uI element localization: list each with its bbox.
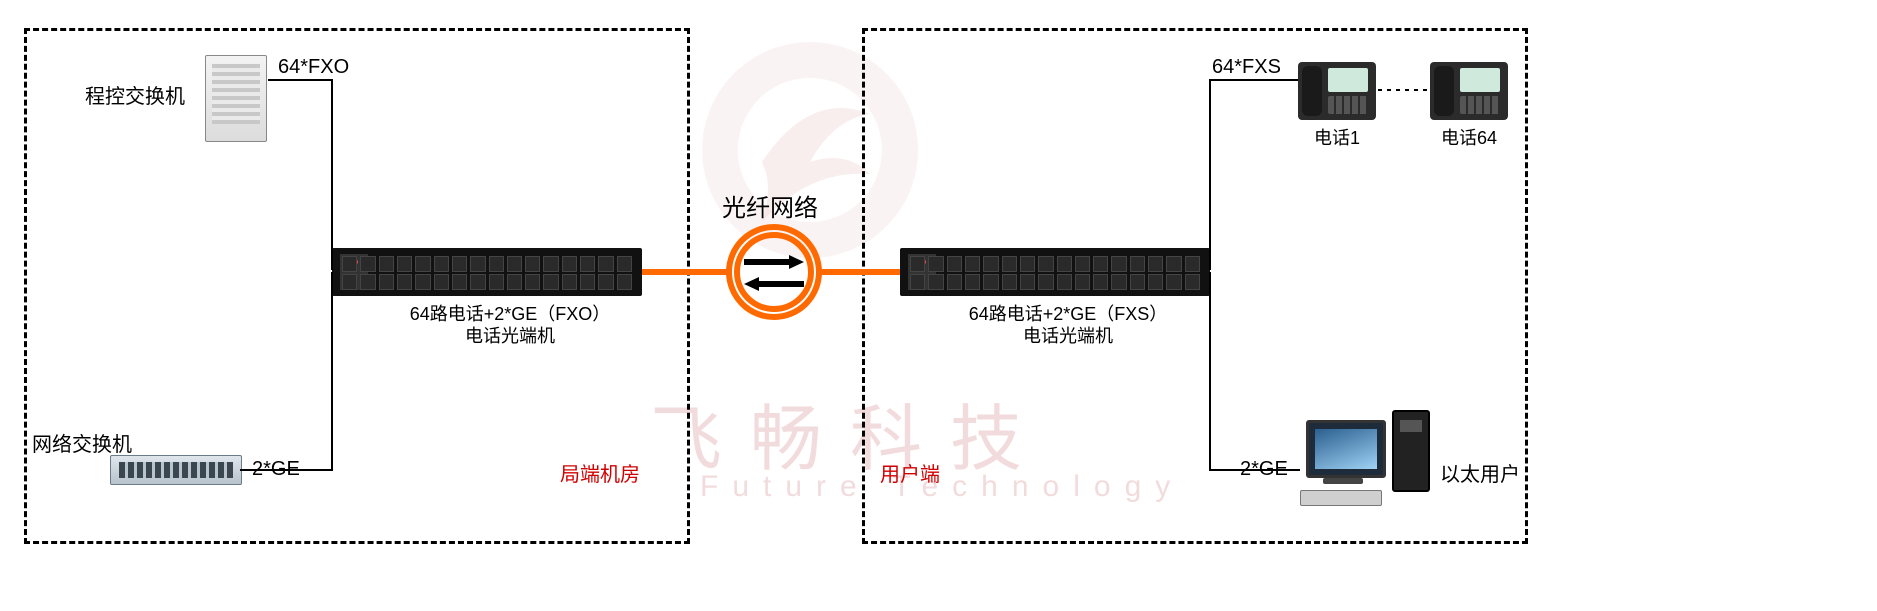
left-zone-label: 局端机房 [560, 458, 640, 487]
pc-keyboard-icon [1300, 490, 1382, 506]
left-optical-label-l2: 电话光端机 [400, 322, 620, 348]
right-optical-label-l2: 电话光端机 [958, 322, 1178, 348]
fiber-network-label: 光纤网络 [722, 188, 818, 223]
ethernet-switch-icon [110, 455, 242, 485]
fxs-label: 64*FXS [1212, 56, 1281, 79]
right-optical-terminal-icon [900, 248, 1210, 296]
right-ge-label: 2*GE [1240, 458, 1288, 481]
phone64-icon [1430, 62, 1508, 120]
pc-monitor-icon [1306, 420, 1386, 478]
pc-tower-icon [1392, 410, 1430, 492]
fiber-network-icon [726, 224, 822, 320]
right-zone-label: 用户端 [880, 458, 940, 487]
fxo-label: 64*FXO [278, 56, 349, 79]
phone1-icon [1298, 62, 1376, 120]
ethernet-user-label: 以太用户 [1440, 458, 1520, 487]
phone64-label: 电话64 [1430, 124, 1508, 150]
left-optical-terminal-icon [332, 248, 642, 296]
pbx-label: 程控交换机 [85, 80, 185, 109]
left-ge-label: 2*GE [252, 458, 300, 481]
pc-stand [1323, 478, 1363, 484]
phone1-label: 电话1 [1298, 124, 1376, 150]
pbx-device-icon [205, 55, 267, 142]
switch-label: 网络交换机 [32, 428, 132, 457]
